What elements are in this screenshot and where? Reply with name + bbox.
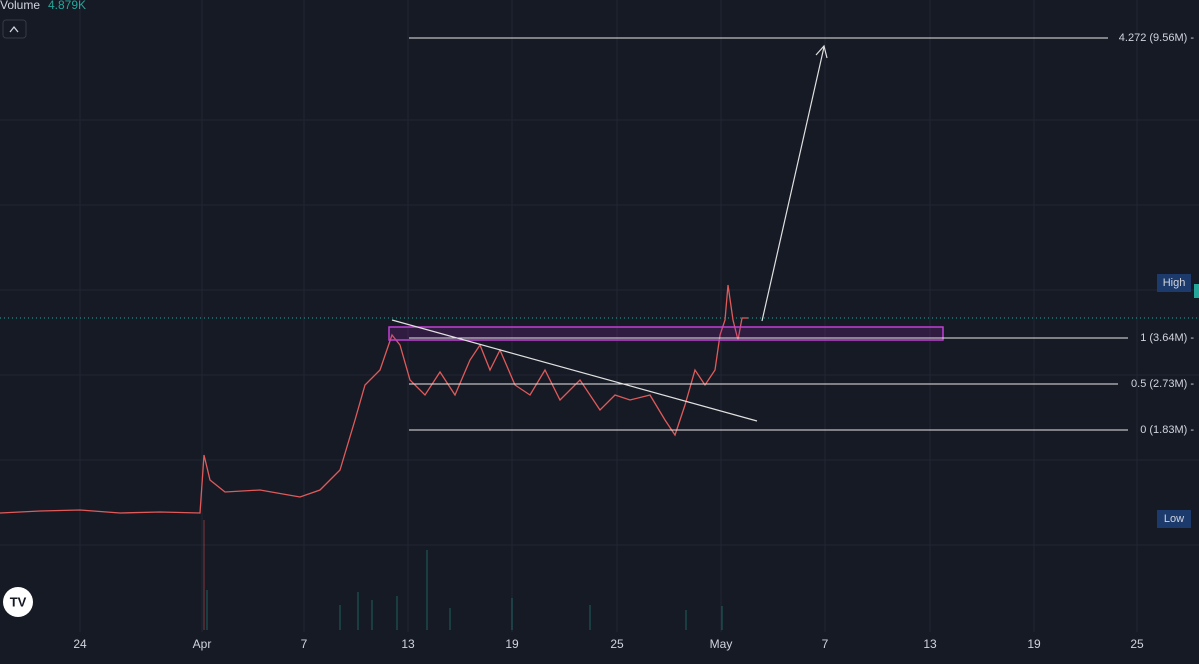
x-tick-label: Apr xyxy=(193,637,212,651)
grid xyxy=(0,0,1199,632)
chevron-icon xyxy=(9,25,19,33)
logo xyxy=(3,587,33,617)
logo-mark: TV xyxy=(10,594,27,609)
x-tick-label: 13 xyxy=(401,637,415,651)
level-label: 4.272 (9.56M) - xyxy=(1119,32,1195,44)
x-tick-label: May xyxy=(710,637,733,651)
x-axis: 24 Apr 7 13 19 25 May 7 13 19 25 xyxy=(73,637,1144,651)
low-label: Low xyxy=(1164,513,1184,525)
x-tick-label: 7 xyxy=(301,637,308,651)
level-label: 0.5 (2.73M) - xyxy=(1131,378,1194,390)
x-tick-label: 19 xyxy=(1027,637,1041,651)
fib-levels: 4.272 (9.56M) - 1 (3.64M) - 0.5 (2.73M) - 0… xyxy=(409,32,1194,436)
indicator-value: 4.879K xyxy=(48,0,86,12)
price-path xyxy=(0,284,748,514)
x-tick-label: 13 xyxy=(923,637,937,651)
collapse-button[interactable] xyxy=(2,19,27,39)
x-tick-label: 25 xyxy=(1130,637,1144,651)
arrow-head xyxy=(815,44,828,59)
low-badge xyxy=(1157,510,1191,528)
x-tick-label: 25 xyxy=(610,637,624,651)
high-label: High xyxy=(1163,277,1186,289)
level-label: 0 (1.83M) - xyxy=(1140,424,1194,436)
projection-arrow xyxy=(761,46,825,322)
level-label: 1 (3.64M) - xyxy=(1140,332,1194,344)
high-badge xyxy=(1157,274,1191,292)
price-marker xyxy=(1194,284,1199,298)
x-tick-label: 24 xyxy=(73,637,87,651)
x-tick-label: 19 xyxy=(505,637,519,651)
volume-bars xyxy=(203,520,723,630)
x-tick-label: 7 xyxy=(822,637,829,651)
indicator-name: Volume xyxy=(0,0,40,12)
supply-zone xyxy=(388,326,944,341)
trend-line xyxy=(391,319,758,422)
